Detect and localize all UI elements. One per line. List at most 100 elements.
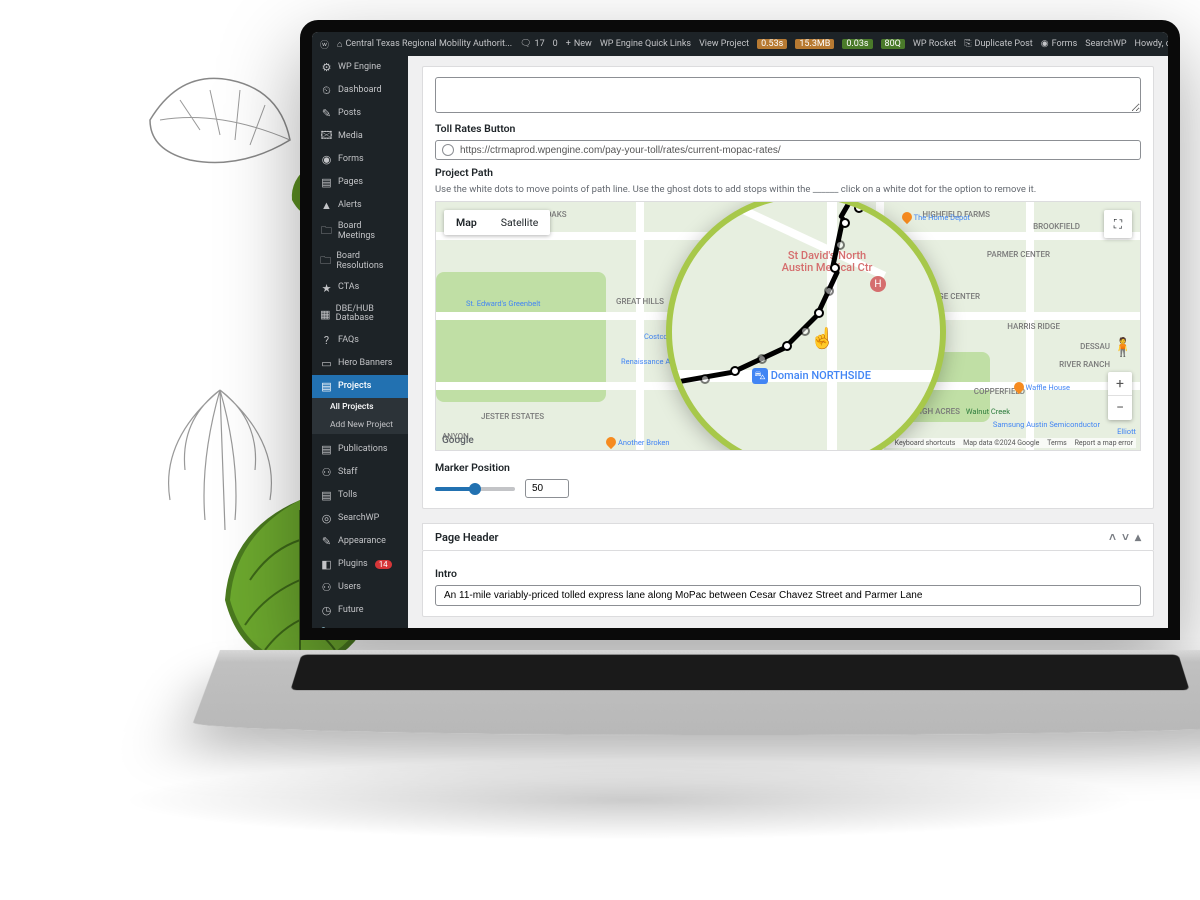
sidebar-item[interactable]: ◷Future <box>312 599 408 622</box>
page-header-metabox: Intro <box>422 550 1154 617</box>
marker-position-label: Marker Position <box>435 461 1141 474</box>
forms-link[interactable]: ◉ Forms <box>1041 39 1077 49</box>
comments-link[interactable]: 🗨 17 <box>520 39 545 49</box>
sidebar-item[interactable]: ?FAQs <box>312 329 408 352</box>
map-label: JESTER ESTATES <box>481 412 544 421</box>
menu-icon: ✎ <box>320 107 333 120</box>
sidebar-item[interactable]: ▤Pages <box>312 171 408 194</box>
wp-logo-icon[interactable]: ⓦ <box>320 38 329 51</box>
toll-rates-url-field[interactable] <box>460 145 1134 156</box>
description-textarea[interactable] <box>435 77 1141 113</box>
map-pegman[interactable]: 🧍 <box>1112 337 1134 358</box>
meta-box-project: Toll Rates Button Project Path Use the w… <box>422 66 1154 509</box>
new-content-link[interactable]: + New <box>566 39 592 49</box>
project-path-help: Use the white dots to move points of pat… <box>435 184 1141 195</box>
menu-icon: ⚇ <box>320 466 333 479</box>
sidebar-item-label: CTAs <box>338 283 359 293</box>
sidebar-subitem[interactable]: All Projects <box>312 398 408 416</box>
intro-input[interactable] <box>435 585 1141 606</box>
site-name-link[interactable]: ⌂ Central Texas Regional Mobility Author… <box>337 39 512 50</box>
sidebar-item[interactable]: 🖾Media <box>312 125 408 148</box>
view-project-link[interactable]: View Project <box>699 39 749 49</box>
menu-icon: ▤ <box>320 489 333 502</box>
sidebar-item[interactable]: 🗀 Board Resolutions <box>312 247 408 277</box>
move-up-icon[interactable]: ˄ <box>1109 530 1116 544</box>
menu-icon: 🗀 <box>320 255 331 268</box>
sidebar-item-label: Board Meetings <box>338 222 400 242</box>
menu-icon: ▭ <box>320 357 333 370</box>
map-label: HARRIS RIDGE <box>1007 322 1060 331</box>
menu-icon: ⚙ <box>320 61 333 74</box>
sidebar-item-label: Projects <box>338 382 371 392</box>
map-type-control: Map Satellite <box>444 210 550 235</box>
menu-icon: ▦ <box>320 308 331 321</box>
sidebar-item[interactable]: ◉ Forms <box>312 148 408 171</box>
sidebar-item-label: Board Resolutions <box>336 252 400 272</box>
wp-admin-screen: ⓦ ⌂ Central Texas Regional Mobility Auth… <box>312 32 1168 628</box>
menu-icon: ★ <box>320 282 333 295</box>
map-poi: Samsung Austin Semiconductor <box>993 420 1100 429</box>
move-down-icon[interactable]: ˅ <box>1122 530 1129 544</box>
map-zoom-control: + − <box>1108 372 1132 420</box>
sidebar-item[interactable]: ⚙WP Engine <box>312 56 408 79</box>
map-zoom-in-button[interactable]: + <box>1108 372 1132 396</box>
sidebar-item-label: DBE/HUB Database <box>336 305 400 325</box>
howdy-user[interactable]: Howdy, ctrmaprod <box>1135 39 1168 49</box>
laptop-keyboard <box>188 650 1200 735</box>
sidebar-item[interactable]: ▦ DBE/HUB Database <box>312 300 408 330</box>
project-path-map[interactable]: OAKS GREAT HILLS JESTER ESTATES ANYON HI… <box>435 201 1141 451</box>
sidebar-item[interactable]: 🔧Tools <box>312 622 408 628</box>
map-label: GREAT HILLS <box>616 297 664 306</box>
laptop-shadow <box>120 760 1140 840</box>
wp-rocket-link[interactable]: WP Rocket <box>913 39 956 49</box>
pin-icon: ▤ <box>320 380 333 393</box>
menu-icon: ◧ <box>320 558 333 571</box>
menu-icon: ◉ <box>320 153 333 166</box>
page-header-metabox-title: Page Header ˄ ˅ ▴ <box>422 523 1154 550</box>
map-poi: Elliott <box>1117 427 1136 436</box>
map-type-satellite-button[interactable]: Satellite <box>489 210 551 235</box>
wp-engine-quick-links[interactable]: WP Engine Quick Links <box>600 39 691 49</box>
menu-icon: ? <box>320 334 333 347</box>
duplicate-post-link[interactable]: ⎘ Duplicate Post <box>964 39 1032 49</box>
globe-icon <box>442 144 454 156</box>
perf-time2-badge: 0.03s <box>842 39 872 49</box>
menu-icon: 🖾 <box>320 130 333 143</box>
toll-rates-label: Toll Rates Button <box>435 122 1141 135</box>
sidebar-item[interactable]: ▭Hero Banners <box>312 352 408 375</box>
perf-queries-badge: 80Q <box>881 39 905 49</box>
sidebar-item-label: Forms <box>338 155 364 165</box>
map-poi-medical-center: St David's NorthAustin Medical Ctr <box>742 250 912 274</box>
sidebar-item[interactable]: ▤Tolls <box>312 484 408 507</box>
sidebar-item[interactable]: ▤Publications <box>312 438 408 461</box>
sidebar-item-projects[interactable]: ▤ Projects <box>312 375 408 398</box>
menu-icon: ⏲ <box>320 84 333 97</box>
sidebar-item[interactable]: ▲Alerts <box>312 194 408 217</box>
sidebar-item[interactable]: ⚇Users <box>312 576 408 599</box>
toggle-icon[interactable]: ▴ <box>1135 530 1141 544</box>
menu-icon: ◎ <box>320 512 333 525</box>
map-type-map-button[interactable]: Map <box>444 210 489 235</box>
sidebar-item-label: Appearance <box>338 537 386 547</box>
sidebar-item[interactable]: 🗀Board Meetings <box>312 217 408 247</box>
marker-position-input[interactable] <box>525 479 569 498</box>
sidebar-subitem[interactable]: Add New Project <box>312 416 408 434</box>
map-zoom-out-button[interactable]: − <box>1108 396 1132 420</box>
sidebar-item-label: Staff <box>338 468 357 478</box>
sidebar-item[interactable]: ◎SearchWP <box>312 507 408 530</box>
toll-rates-url-input[interactable] <box>435 140 1141 160</box>
sidebar-item-label: Alerts <box>338 201 362 211</box>
sidebar-item[interactable]: ⚇ Staff <box>312 461 408 484</box>
sidebar-item[interactable]: ✎Appearance <box>312 530 408 553</box>
map-attribution: Keyboard shortcuts Map data ©2024 Google… <box>886 438 1136 448</box>
updates-link[interactable]: 0 <box>553 39 558 49</box>
sidebar-item-label: Pages <box>338 178 363 188</box>
sidebar-item[interactable]: ★ CTAs <box>312 277 408 300</box>
searchwp-link[interactable]: SearchWP <box>1085 39 1126 49</box>
sidebar-item[interactable]: ✎Posts <box>312 102 408 125</box>
map-fullscreen-button[interactable]: ⛶ <box>1104 210 1132 238</box>
marker-position-slider[interactable] <box>435 482 515 496</box>
sidebar-item[interactable]: ◧Plugins14 <box>312 553 408 576</box>
intro-label: Intro <box>435 567 1141 580</box>
sidebar-item[interactable]: ⏲Dashboard <box>312 79 408 102</box>
